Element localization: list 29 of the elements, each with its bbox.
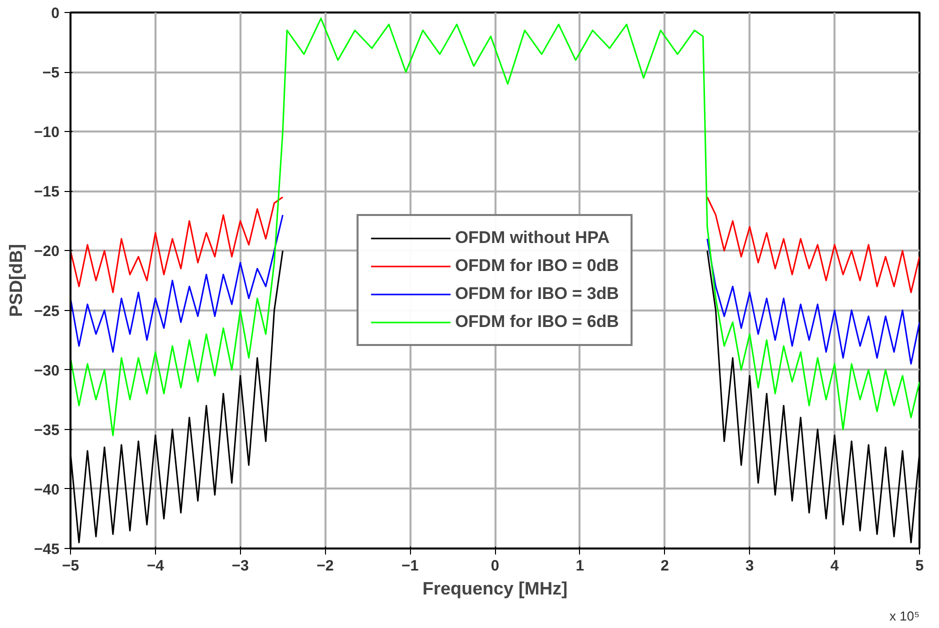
legend-label: OFDM for IBO = 0dB [455,256,619,276]
legend-label: OFDM for IBO = 6dB [455,312,619,332]
x-tick-label: 1 [576,558,584,574]
x-tick-label: −4 [146,558,165,574]
x-tick-label: 5 [915,558,924,574]
line-series [70,18,920,436]
y-axis-title: PSD[dB] [6,244,26,317]
x-axis-title: Frequency [MHz] [422,578,568,598]
x-tick-label: 4 [830,558,840,574]
text: x 10⁵ [890,608,920,624]
y-tick-label: −10 [34,124,60,142]
y-tick-label: −20 [34,243,60,260]
y-tick-label: −25 [34,302,60,320]
x-tick-label: 2 [660,558,669,574]
legend-label: OFDM without HPA [455,228,610,248]
y-tick-label: −5 [42,64,60,82]
y-tick-label: −35 [34,422,60,439]
x-tick-label: −5 [62,558,80,574]
x-tick-label: −1 [402,558,419,574]
x-tick-label: −3 [232,558,249,574]
x-tick-label: 3 [746,558,754,574]
x-tick-label: −2 [316,558,334,574]
y-tick-label: −15 [34,184,60,201]
x-tick-label: 0 [490,558,500,574]
y-tick-label: −45 [34,541,60,558]
legend-label: OFDM for IBO = 3dB [455,284,619,304]
y-tick-label: 0 [51,5,60,22]
y-tick-label: −40 [34,481,60,498]
y-tick-label: −30 [34,362,60,380]
